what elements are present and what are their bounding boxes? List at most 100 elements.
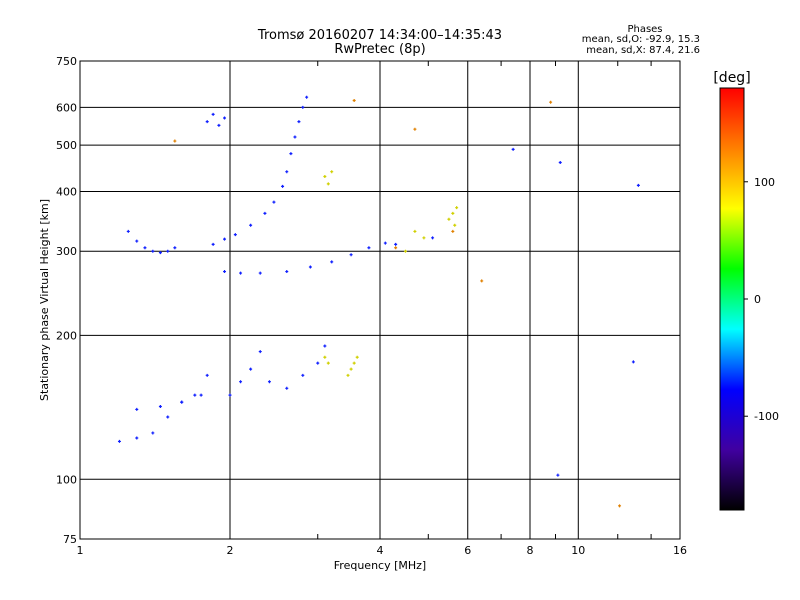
colorbar-tick-label: -100 xyxy=(754,410,779,423)
data-point xyxy=(166,415,170,419)
data-point xyxy=(135,436,139,440)
data-point xyxy=(451,229,455,233)
y-tick-label: 750 xyxy=(56,55,77,68)
colorbar-tick-label: 0 xyxy=(754,293,761,306)
data-point xyxy=(326,361,330,365)
data-point xyxy=(330,170,334,174)
data-point xyxy=(330,260,334,264)
data-point xyxy=(285,170,289,174)
data-point xyxy=(205,373,209,377)
data-point xyxy=(413,229,417,233)
data-point xyxy=(239,380,243,384)
data-point xyxy=(263,211,267,215)
y-tick-label: 600 xyxy=(56,101,77,114)
data-point xyxy=(558,160,562,164)
chart-title: Tromsø 20160207 14:34:00–14:35:43 xyxy=(257,28,503,43)
data-point xyxy=(199,393,203,397)
data-point xyxy=(158,251,162,255)
data-point xyxy=(211,242,215,246)
data-point xyxy=(394,246,398,250)
chart-subtitle: RwPretec (8p) xyxy=(334,42,426,57)
data-point xyxy=(323,174,327,178)
data-point xyxy=(285,386,289,390)
data-point xyxy=(249,223,253,227)
phases-stats-o: mean, sd,O: -92.9, 15.3 xyxy=(581,34,700,45)
x-tick-label: 6 xyxy=(464,544,471,557)
data-point xyxy=(228,393,232,397)
data-point xyxy=(316,361,320,365)
data-point xyxy=(173,246,177,250)
data-point xyxy=(349,367,353,371)
y-tick-label: 75 xyxy=(63,533,77,546)
y-tick-label: 500 xyxy=(56,139,77,152)
data-point xyxy=(272,200,276,204)
data-point xyxy=(305,95,309,99)
data-point xyxy=(383,241,387,245)
data-point xyxy=(117,439,121,443)
data-point xyxy=(451,211,455,215)
x-tick-label: 1 xyxy=(77,544,84,557)
y-axis-ticks: 75 100 200 300 400 500 600 750 xyxy=(56,55,77,546)
data-point xyxy=(205,120,209,124)
data-point xyxy=(173,139,177,143)
x-tick-label: 2 xyxy=(227,544,234,557)
data-point xyxy=(556,473,560,477)
x-tick-label: 4 xyxy=(377,544,384,557)
y-tick-label: 400 xyxy=(56,185,77,198)
colorbar-gradient xyxy=(719,87,745,511)
data-point xyxy=(346,373,350,377)
data-point xyxy=(301,105,305,109)
data-point xyxy=(511,147,515,151)
data-point xyxy=(135,239,139,243)
phases-stats-title: Phases xyxy=(627,24,663,35)
grid xyxy=(80,61,680,539)
y-tick-label: 100 xyxy=(56,473,77,486)
colorbar-label: [deg] xyxy=(713,70,750,86)
phase-colorbar: 100 0 -100 xyxy=(719,87,779,511)
data-point xyxy=(158,404,162,408)
data-point xyxy=(233,233,237,237)
data-point xyxy=(455,206,459,210)
data-point xyxy=(349,253,353,257)
data-point xyxy=(422,236,426,240)
data-point xyxy=(281,184,285,188)
y-tick-label: 300 xyxy=(56,245,77,258)
data-point xyxy=(217,123,221,127)
data-point xyxy=(549,100,553,104)
data-point xyxy=(223,116,227,120)
data-point xyxy=(447,217,451,221)
data-point xyxy=(308,265,312,269)
x-tick-label: 10 xyxy=(571,544,585,557)
data-point xyxy=(297,120,301,124)
data-point xyxy=(258,350,262,354)
data-point xyxy=(355,355,359,359)
data-point xyxy=(126,229,130,233)
data-point xyxy=(403,249,407,253)
data-point xyxy=(285,270,289,274)
data-point xyxy=(431,236,435,240)
y-axis-label: Stationary phase Virtual Height [km] xyxy=(38,199,51,401)
data-point xyxy=(636,183,640,187)
colorbar-tick-label: 100 xyxy=(754,176,775,189)
data-point xyxy=(135,407,139,411)
data-point xyxy=(143,246,147,250)
data-point xyxy=(180,400,184,404)
data-point xyxy=(301,373,305,377)
data-point xyxy=(394,242,398,246)
scatter-points xyxy=(117,95,640,508)
data-point xyxy=(267,380,271,384)
data-point xyxy=(223,270,227,274)
data-point xyxy=(480,279,484,283)
data-point xyxy=(631,360,635,364)
data-point xyxy=(223,237,227,241)
data-point xyxy=(193,393,197,397)
x-axis-ticks: 1 2 4 6 8 10 16 xyxy=(77,544,688,557)
data-point xyxy=(352,99,356,103)
data-point xyxy=(367,246,371,250)
data-point xyxy=(249,367,253,371)
y-tick-label: 200 xyxy=(56,329,77,342)
x-axis-label: Frequency [MHz] xyxy=(334,559,426,572)
data-point xyxy=(151,249,155,253)
data-point xyxy=(258,271,262,275)
